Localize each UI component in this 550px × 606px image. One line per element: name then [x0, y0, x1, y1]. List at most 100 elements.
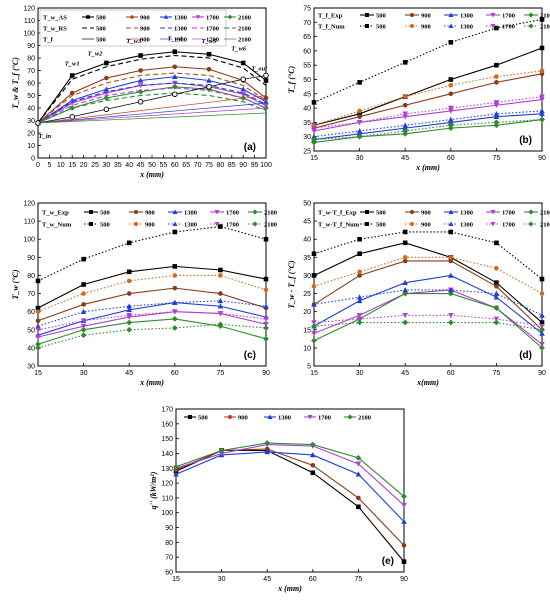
legend-entry-label: 1700 — [318, 415, 331, 422]
y-tick-label: 60 — [27, 81, 35, 88]
legend-entry-label: 900 — [421, 13, 431, 20]
data-point — [402, 240, 408, 246]
y-tick-label: 25 — [303, 291, 311, 298]
legend-marker — [365, 13, 369, 17]
x-tick-label: 45 — [137, 162, 145, 169]
data-point — [539, 108, 545, 114]
legend-entry-label: 500 — [96, 15, 106, 22]
data-point — [448, 108, 454, 114]
data-point — [493, 319, 500, 326]
data-point — [448, 255, 454, 260]
legend-entry-label: 900 — [421, 24, 431, 31]
y-tick-label: 110 — [162, 495, 173, 502]
legend-marker — [365, 222, 369, 226]
data-point — [493, 305, 500, 311]
data-point — [539, 94, 545, 100]
series-line-num-500 — [37, 225, 267, 282]
legend-row-label: T_f_Num — [318, 24, 345, 31]
series-line-1700 — [175, 444, 405, 506]
x-tick-label: 30 — [356, 155, 364, 162]
legend-entry-label: 1300 — [460, 222, 473, 229]
data-point — [539, 330, 545, 336]
legend-entry-label: 500 — [100, 222, 110, 229]
data-point — [539, 326, 545, 333]
data-point — [80, 323, 87, 329]
x-axis-label: x (mm) — [415, 163, 440, 172]
data-point — [171, 316, 178, 322]
data-point — [263, 72, 269, 79]
data-point — [264, 440, 271, 446]
y-tick-label: 10 — [27, 143, 35, 150]
legend-entry-label: 900 — [140, 15, 150, 22]
legend-marker — [365, 24, 369, 28]
x-tick-label: 55 — [160, 162, 168, 169]
legend-entry-label: 900 — [421, 210, 431, 217]
legend-entry-label: 500 — [376, 24, 386, 31]
legend-marker — [267, 414, 273, 419]
series-line-num-500 — [313, 231, 543, 280]
y-tick-label: 5 — [307, 364, 311, 371]
y-tick-label: 170 — [161, 407, 173, 414]
x-tick-label: 60 — [171, 370, 179, 377]
x-axis-label: x (mm) — [139, 170, 164, 179]
data-point — [240, 60, 246, 66]
x-tick-label: 70 — [194, 162, 202, 169]
plot-frame — [313, 7, 543, 152]
y-tick-label: 45 — [303, 91, 311, 98]
y-tick-label: 120 — [23, 6, 35, 13]
data-point — [402, 114, 408, 120]
data-point — [310, 452, 316, 458]
data-point — [356, 294, 363, 300]
legend-entry-label: 2100 — [264, 222, 277, 229]
data-point — [539, 116, 545, 123]
y-tick-label: 15 — [303, 327, 311, 334]
legend-marker — [528, 12, 534, 18]
y-tick-label: 50 — [27, 93, 35, 100]
y-tick-label: 30 — [303, 273, 311, 280]
legend-entry-label: 900 — [421, 222, 431, 229]
y-tick-label: 140 — [161, 451, 173, 458]
y-tick-label: 40 — [303, 237, 311, 244]
data-point — [263, 322, 269, 328]
series-line-num-1700 — [37, 311, 267, 331]
x-tick-label: 0 — [36, 162, 40, 169]
data-point — [172, 309, 178, 315]
data-point — [309, 441, 316, 448]
series-line-exp-1300 — [313, 274, 543, 334]
legend-entry-label: 1700 — [502, 24, 515, 31]
series-line-t_f-1300 — [37, 102, 267, 124]
x-tick-label: 95 — [251, 162, 259, 169]
y-tick-label: 60 — [27, 309, 35, 316]
data-point — [494, 80, 499, 85]
data-point — [494, 25, 499, 31]
panel-b-fluid-temperature: 15 30 45 60 75 90 25 30 35 40 45 50 55 60 65 70 75 x (mm)… — [287, 6, 550, 173]
series-line-t_w_as-1300 — [37, 76, 267, 124]
data-point — [401, 543, 407, 548]
data-point — [81, 256, 86, 262]
data-point — [402, 229, 408, 235]
data-point — [69, 90, 75, 96]
data-point — [311, 133, 317, 139]
data-point — [539, 323, 545, 329]
legend-marker — [307, 415, 313, 420]
data-point — [448, 119, 454, 125]
data-point — [35, 344, 41, 351]
y-tick-label: 130 — [161, 466, 173, 473]
data-point — [401, 493, 407, 500]
data-point — [103, 106, 110, 112]
data-point — [172, 299, 178, 305]
legend-entry-label: 1300 — [174, 26, 187, 33]
series-line-exp-500 — [37, 265, 267, 309]
x-tick-label: 25 — [91, 162, 99, 169]
data-point — [448, 82, 454, 88]
data-point — [357, 114, 362, 119]
data-point — [402, 94, 408, 99]
legend-row-label: T_w_Num — [42, 222, 72, 229]
legend-entry-label: 2100 — [238, 26, 251, 33]
y-tick-label: 70 — [27, 68, 35, 75]
legend-entry-label: 2100 — [358, 415, 371, 422]
data-point — [539, 17, 545, 22]
x-tick-label: 5 — [47, 162, 51, 169]
legend-marker — [228, 415, 232, 419]
x-tick-label: 90 — [262, 370, 270, 377]
